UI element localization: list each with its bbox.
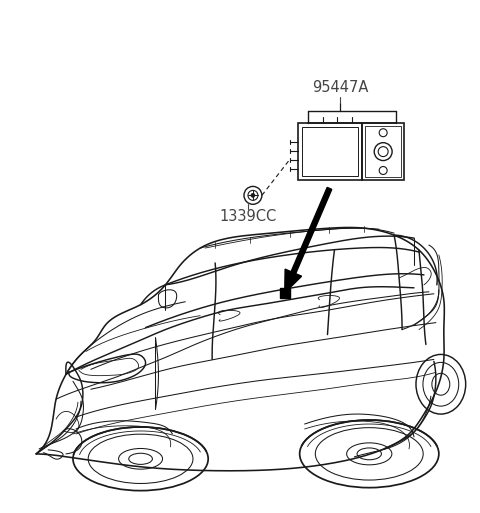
FancyArrow shape	[285, 187, 332, 293]
Text: 1339CC: 1339CC	[219, 209, 276, 224]
Bar	[362, 123, 404, 181]
Bar	[365, 126, 401, 177]
Bar	[280, 288, 290, 298]
Bar	[298, 123, 362, 181]
Circle shape	[251, 193, 255, 198]
Bar	[301, 127, 358, 176]
Text: 95447A: 95447A	[312, 80, 368, 95]
